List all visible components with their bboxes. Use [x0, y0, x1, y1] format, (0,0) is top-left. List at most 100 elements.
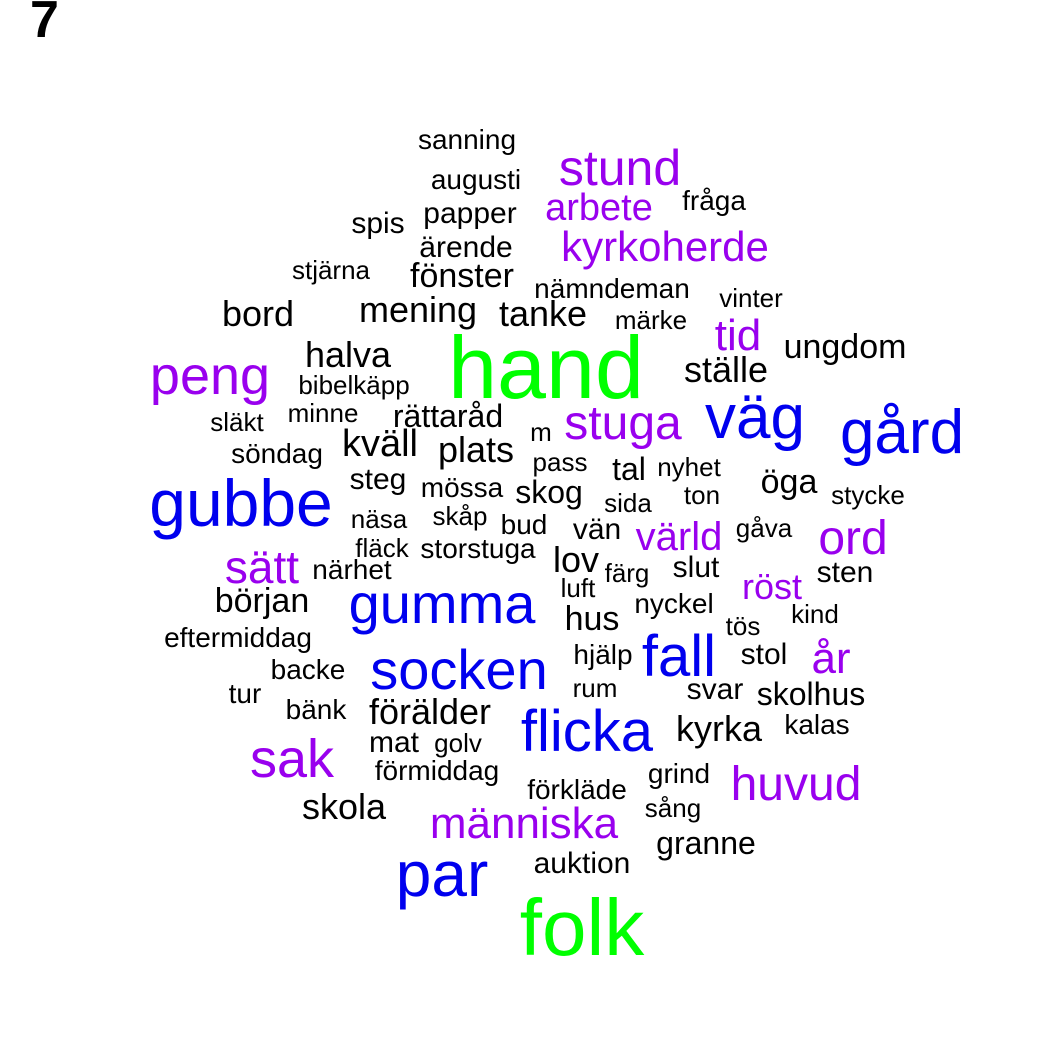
word-stol: stol	[740, 638, 788, 671]
word-auktion: auktion	[533, 847, 631, 880]
word-sak: sak	[249, 729, 335, 789]
word-flack: fläck	[355, 533, 409, 563]
word-slut: slut	[672, 551, 720, 584]
word-rum: rum	[572, 673, 618, 703]
word-grind: grind	[647, 758, 711, 789]
word-sida: sida	[604, 488, 652, 518]
word-stalle: ställe	[683, 349, 769, 390]
word-kvall: kväll	[341, 423, 419, 465]
word-tid: tid	[714, 311, 762, 360]
word-svar: svar	[686, 673, 744, 706]
word-nasa: näsa	[350, 504, 408, 534]
word-golv: golv	[434, 728, 482, 758]
word-tanke: tanke	[498, 293, 588, 334]
word-kalas: kalas	[784, 709, 850, 740]
word-bank: bänk	[285, 694, 347, 725]
word-stuga: stuga	[564, 397, 682, 450]
word-arbete: arbete	[545, 187, 653, 229]
word-oga: öga	[760, 463, 818, 501]
word-mat: mat	[368, 726, 420, 759]
word-papper: papper	[423, 197, 517, 230]
word-vinter: vinter	[719, 283, 783, 313]
word-sondag: söndag	[231, 438, 323, 469]
word-satt: sätt	[224, 541, 300, 593]
word-skolhus: skolhus	[756, 676, 866, 712]
word-nyhet: nyhet	[657, 452, 721, 482]
word-foralder: förälder	[368, 691, 492, 732]
word-farg: färg	[604, 558, 650, 588]
word-hjalp: hjälp	[573, 639, 633, 670]
word-augusti: augusti	[430, 164, 522, 195]
word-mossa: mössa	[420, 472, 504, 503]
word-manniska: människa	[429, 799, 619, 848]
word-fraga: fråga	[682, 185, 746, 216]
word-skap: skåp	[432, 501, 488, 531]
word-formiddag: förmiddag	[374, 755, 500, 786]
word-hand: hand	[448, 318, 644, 417]
word-gumma: gumma	[348, 572, 536, 635]
word-vag: väg	[705, 383, 805, 452]
word-hus: hus	[564, 600, 620, 638]
word-tos: tös	[725, 611, 761, 641]
word-ton: ton	[683, 480, 721, 510]
word-stycke: stycke	[831, 480, 905, 510]
word-plats: plats	[437, 429, 515, 470]
word-socken: socken	[370, 638, 548, 701]
word-flicka: flicka	[520, 699, 654, 764]
word-eftermiddag: eftermiddag	[164, 622, 312, 653]
word-pass: pass	[532, 447, 588, 477]
word-van: vän	[572, 513, 622, 546]
word-forklade: förkläde	[527, 774, 627, 805]
word-fall: fall	[641, 624, 717, 689]
word-slakt: släkt	[210, 407, 264, 437]
word-rattarad: rättaråd	[392, 398, 504, 434]
word-steg: steg	[349, 463, 407, 496]
word-borjan: början	[214, 582, 310, 620]
word-luft: luft	[560, 573, 596, 603]
word-ungdom: ungdom	[783, 328, 907, 366]
word-kyrka: kyrka	[675, 708, 763, 749]
word-peng: peng	[149, 346, 271, 406]
word-kyrkoherde: kyrkoherde	[561, 223, 769, 270]
word-gubbe: gubbe	[149, 466, 333, 540]
word-par: par	[395, 838, 489, 910]
word-stjarna: stjärna	[291, 255, 371, 285]
word-marke: märke	[614, 305, 688, 335]
word-varld: värld	[635, 515, 723, 559]
word-arende: ärende	[419, 231, 513, 264]
word-folk: folk	[519, 883, 645, 972]
word-halva: halva	[304, 334, 392, 375]
word-mening: mening	[358, 289, 478, 330]
word-tal: tal	[612, 451, 646, 487]
word-nyckel: nyckel	[634, 588, 714, 619]
word-stund: stund	[558, 140, 682, 196]
word-sang: sång	[644, 793, 702, 823]
panel-label: 7	[30, 0, 59, 49]
word-tur: tur	[228, 678, 262, 709]
word-bibelkapp: bibelkäpp	[298, 370, 410, 400]
word-gard: gård	[839, 398, 965, 467]
word-lov: lov	[552, 539, 600, 580]
word-ord: ord	[818, 512, 888, 565]
word-sten: sten	[816, 556, 874, 589]
word-namndeman: nämndeman	[534, 273, 690, 304]
word-bud: bud	[500, 509, 548, 540]
word-fonster: fönster	[410, 257, 514, 295]
word-huvud: huvud	[730, 758, 862, 811]
word-storstuga: storstuga	[420, 533, 536, 564]
word-minne: minne	[287, 398, 359, 428]
word-rost: röst	[741, 566, 803, 607]
word-ar: år	[811, 634, 851, 683]
word-spis: spis	[351, 207, 405, 240]
word-gava: gåva	[735, 513, 793, 543]
word-narhet: närhet	[312, 554, 392, 585]
word-backe: backe	[270, 654, 346, 685]
word-kind: kind	[791, 599, 839, 629]
word-sanning: sanning	[417, 124, 517, 155]
word-skola: skola	[301, 786, 387, 827]
word-granne: granne	[656, 825, 756, 861]
word-skog: skog	[515, 474, 583, 510]
word-bord: bord	[221, 293, 295, 334]
word-m: m	[530, 417, 552, 447]
